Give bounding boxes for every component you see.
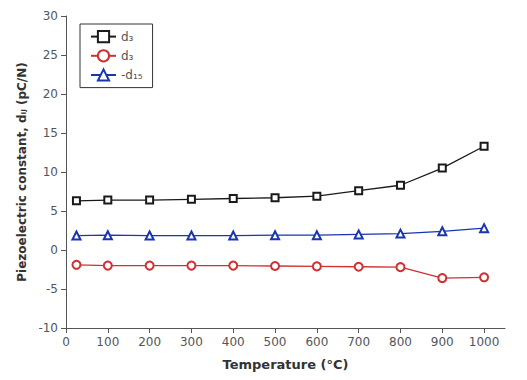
svg-text:15: 15 xyxy=(43,126,58,140)
svg-text:900: 900 xyxy=(431,335,454,349)
svg-text:-10: -10 xyxy=(38,321,58,335)
svg-text:Temperature (°C): Temperature (°C) xyxy=(223,357,349,372)
svg-text:5: 5 xyxy=(50,204,58,218)
svg-text:200: 200 xyxy=(138,335,161,349)
svg-text:400: 400 xyxy=(222,335,245,349)
svg-text:Piezoelectric constant, dᵢⱼ (p: Piezoelectric constant, dᵢⱼ (pC/N) xyxy=(15,62,29,282)
svg-text:d₃: d₃ xyxy=(121,49,134,63)
svg-text:1000: 1000 xyxy=(469,335,500,349)
svg-text:600: 600 xyxy=(305,335,328,349)
svg-text:20: 20 xyxy=(43,87,58,101)
svg-text:-d₁₅: -d₁₅ xyxy=(121,68,143,82)
svg-text:25: 25 xyxy=(43,48,58,62)
svg-text:-5: -5 xyxy=(46,282,58,296)
svg-text:0: 0 xyxy=(50,243,58,257)
svg-text:30: 30 xyxy=(43,9,58,23)
svg-text:800: 800 xyxy=(389,335,412,349)
svg-text:d₃: d₃ xyxy=(121,30,134,44)
svg-text:500: 500 xyxy=(264,335,287,349)
svg-text:0: 0 xyxy=(62,335,70,349)
svg-text:300: 300 xyxy=(180,335,203,349)
svg-text:700: 700 xyxy=(347,335,370,349)
svg-text:10: 10 xyxy=(43,165,58,179)
svg-text:100: 100 xyxy=(96,335,119,349)
